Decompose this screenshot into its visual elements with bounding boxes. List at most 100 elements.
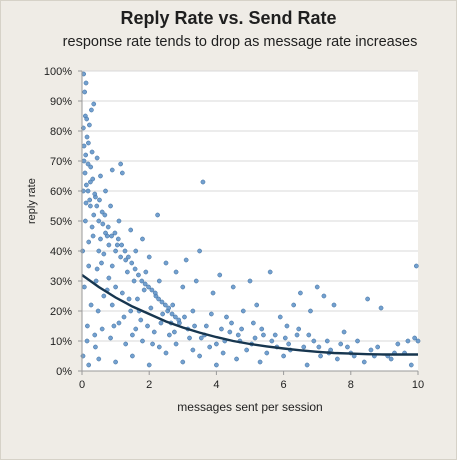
- chart-subtitle: response rate tends to drop as message r…: [62, 34, 418, 50]
- data-point: [159, 299, 165, 305]
- data-point: [240, 308, 246, 314]
- data-point: [130, 332, 135, 338]
- x-axis-label: messages sent per session: [177, 400, 323, 414]
- data-point: [198, 335, 204, 341]
- gridlines: [82, 70, 418, 371]
- data-point: [123, 341, 129, 347]
- data-point: [203, 323, 209, 329]
- data-point: [395, 341, 401, 347]
- data-point: [114, 242, 120, 248]
- data-point: [281, 353, 286, 359]
- data-point: [220, 350, 226, 356]
- data-point: [148, 305, 154, 311]
- data-point: [138, 317, 144, 323]
- data-point: [113, 284, 118, 290]
- data-point: [355, 338, 360, 344]
- data-point: [125, 269, 130, 275]
- data-point: [149, 287, 155, 293]
- data-point: [365, 296, 370, 302]
- data-point: [146, 254, 152, 260]
- data-point: [193, 278, 199, 284]
- data-point: [113, 359, 118, 365]
- data-point: [83, 200, 89, 206]
- data-point: [116, 320, 122, 326]
- trend-line: [81, 274, 418, 356]
- data-point: [88, 203, 93, 209]
- data-point: [97, 197, 102, 203]
- data-point: [95, 308, 101, 314]
- data-point: [173, 269, 179, 275]
- data-point: [96, 356, 102, 362]
- data-point: [368, 347, 374, 353]
- data-point: [261, 332, 266, 338]
- data-point: [170, 302, 176, 308]
- data-point: [282, 335, 288, 341]
- data-point: [126, 254, 131, 260]
- data-point: [141, 287, 147, 293]
- data-point: [169, 311, 175, 317]
- data-point: [229, 320, 234, 326]
- data-point: [190, 308, 196, 314]
- y-tick-label: 70%: [50, 156, 72, 168]
- data-point: [118, 254, 123, 260]
- data-point: [128, 308, 134, 314]
- data-point: [217, 272, 223, 278]
- data-point: [298, 290, 303, 296]
- data-point: [84, 134, 90, 140]
- data-point: [109, 167, 115, 173]
- data-point: [113, 248, 118, 254]
- y-tick-labels: 0% 10% 20% 30% 40% 50% 60% 70% 80% 90% 100%: [44, 66, 72, 378]
- data-point: [284, 323, 290, 329]
- data-point: [139, 278, 145, 284]
- data-point: [210, 290, 216, 296]
- data-point: [99, 260, 104, 266]
- data-point: [93, 278, 99, 284]
- data-point: [126, 296, 132, 302]
- data-point: [109, 263, 115, 269]
- data-point: [163, 350, 169, 356]
- data-point: [247, 278, 253, 284]
- data-point: [227, 329, 233, 335]
- data-point: [128, 227, 134, 233]
- data-point: [214, 341, 219, 347]
- x-tick-label: 8: [348, 379, 354, 391]
- data-point: [82, 89, 88, 95]
- data-point: [180, 359, 186, 365]
- data-point: [90, 233, 96, 239]
- data-point: [244, 347, 249, 353]
- data-point: [239, 326, 244, 332]
- data-point: [136, 272, 141, 278]
- data-point: [156, 278, 162, 284]
- data-point: [143, 269, 149, 275]
- data-point: [82, 170, 88, 176]
- data-point: [173, 314, 178, 320]
- data-point: [87, 197, 93, 203]
- data-point: [89, 107, 94, 113]
- data-point: [101, 251, 107, 257]
- data-point: [102, 212, 108, 218]
- data-point: [180, 284, 186, 290]
- data-point: [361, 359, 367, 365]
- data-point: [81, 158, 87, 164]
- data-point: [108, 203, 113, 209]
- x-tick-label: 6: [281, 379, 287, 391]
- data-point: [112, 230, 118, 236]
- data-point: [301, 344, 307, 350]
- data-point: [109, 233, 114, 239]
- data-point: [277, 314, 283, 320]
- data-point: [308, 308, 313, 314]
- data-point: [133, 326, 139, 332]
- x-tick-label: 0: [79, 379, 85, 391]
- data-point: [146, 362, 152, 368]
- data-point: [259, 326, 265, 332]
- x-tick-label: 4: [213, 379, 219, 391]
- x-tick-label: 10: [412, 379, 424, 391]
- data-point: [338, 341, 344, 347]
- y-tick-label: 60%: [50, 186, 72, 198]
- x-tick-label: 2: [146, 379, 152, 391]
- data-point: [286, 341, 291, 347]
- data-point: [167, 332, 172, 338]
- y-tick-label: 40%: [50, 246, 72, 258]
- data-point: [200, 179, 206, 185]
